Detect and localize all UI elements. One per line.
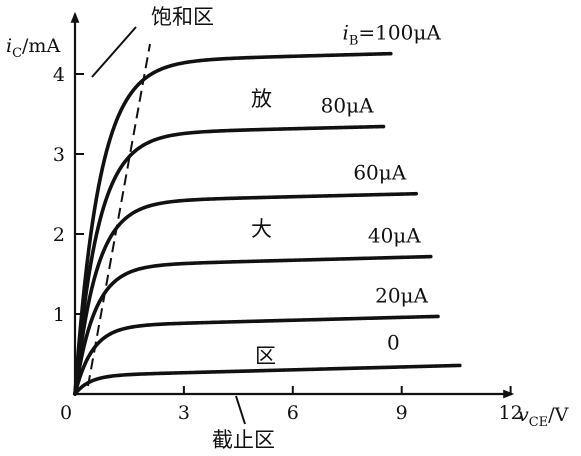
x-tick-label-3: 3 <box>178 402 190 424</box>
x-axis-title-sub: CE <box>529 415 548 430</box>
curve-labels-group: 0 20μA 40μA 60μA 80μA iB=100μA <box>321 21 442 355</box>
y-axis-title-var: i <box>6 35 12 57</box>
x-tick-label-6: 6 <box>287 402 299 424</box>
amplification-char-2: 大 <box>251 217 272 241</box>
curve-label-60μA: 60μA <box>353 161 406 185</box>
cutoff-region-label: 截止区 <box>212 428 275 452</box>
x-axis-title-unit: /V <box>548 404 568 426</box>
y-tick-label-1: 1 <box>53 304 65 326</box>
curve-ib-100μA <box>73 51 393 396</box>
y-tick-label-4: 4 <box>53 64 65 86</box>
y-tick-label-2: 2 <box>53 224 65 246</box>
amplification-char-1: 放 <box>251 87 272 111</box>
curve-ib-80μA <box>73 124 386 396</box>
curve-ib-0 <box>73 363 462 396</box>
curve-ib-40μA <box>73 254 433 396</box>
curve-ib-20μA <box>73 314 440 396</box>
x-axis-title: vCE/V <box>518 404 569 430</box>
origin-label: 0 <box>60 402 72 424</box>
x-tick-label-12: 12 <box>499 402 523 424</box>
curve-ib-60μA <box>73 191 419 396</box>
y-axis-title: iC/mA <box>6 35 60 61</box>
saturation-region-label: 饱和区 <box>151 5 214 29</box>
curves-group <box>73 51 462 396</box>
y-tick-label-3: 3 <box>53 144 65 166</box>
curve-label-0: 0 <box>387 330 400 354</box>
cutoff-pointer-line <box>235 395 246 425</box>
y-axis-ticks: 1 2 3 4 <box>53 64 84 326</box>
saturation-pointer-line <box>91 26 137 78</box>
amplification-char-3: 区 <box>255 344 276 368</box>
x-axis-ticks: 3 6 9 12 <box>178 386 523 424</box>
x-axis-title-var: v <box>518 404 529 426</box>
curve-label-80μA: 80μA <box>321 94 374 118</box>
curve-label-40μA: 40μA <box>368 224 421 248</box>
y-axis-title-sub: C <box>12 46 22 61</box>
curve-label-20μA: 20μA <box>375 283 428 307</box>
saturation-boundary-dashed-line <box>87 43 151 387</box>
y-axis-title-unit: /mA <box>22 35 60 57</box>
curve-label-100μA: iB=100μA <box>342 21 441 49</box>
x-tick-label-9: 9 <box>396 402 408 424</box>
